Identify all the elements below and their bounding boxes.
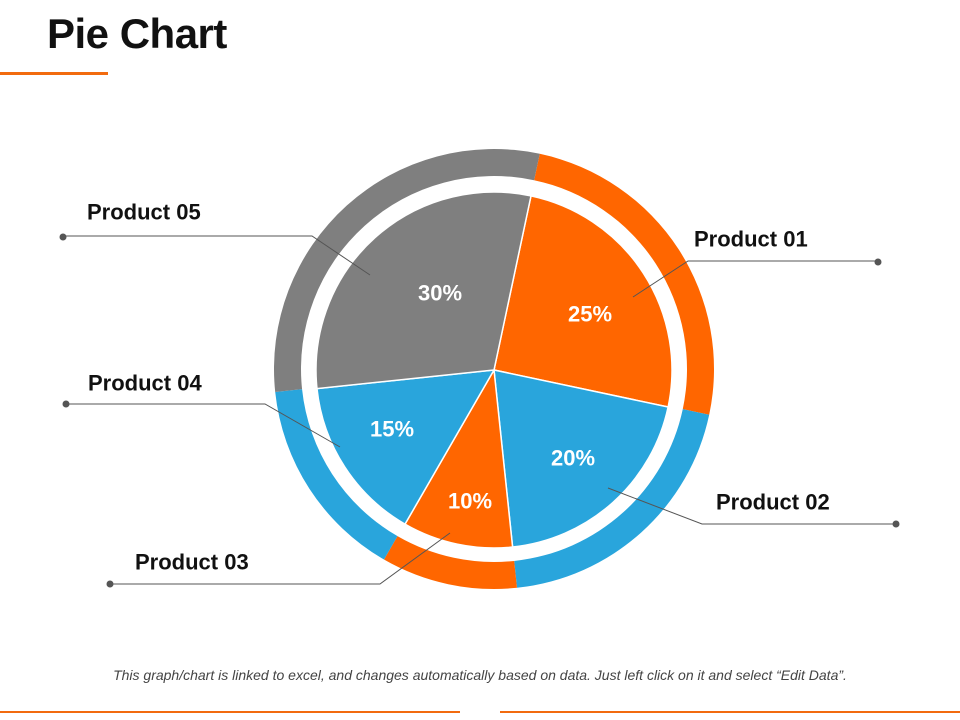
pie-slice-product-01	[493, 194, 673, 408]
callout-dot-product-05	[59, 233, 67, 241]
ring-segment-product-02	[514, 409, 710, 588]
ring-segment-product-04	[275, 389, 398, 560]
pie-slice-product-02	[493, 369, 670, 548]
callout-dot-product-04	[62, 400, 70, 408]
slice-value-label-product-03: 10%	[448, 489, 492, 514]
title-underline	[0, 72, 108, 75]
callout-line-product-01	[632, 260, 878, 298]
callout-line-product-04	[66, 403, 341, 448]
slice-value-label-product-05: 30%	[418, 281, 462, 306]
ring-segment-product-01	[534, 153, 714, 415]
pie-slice-product-05	[315, 191, 532, 390]
slice-value-label-product-04: 15%	[370, 417, 414, 442]
chart-footnote: This graph/chart is linked to excel, and…	[113, 667, 847, 683]
category-label-product-01: Product 01	[694, 227, 808, 252]
category-label-product-02: Product 02	[716, 490, 830, 515]
category-label-product-05: Product 05	[87, 200, 201, 225]
callout-dot-product-01	[874, 258, 882, 266]
callout-dot-product-02	[892, 520, 900, 528]
slice-value-label-product-02: 20%	[551, 446, 595, 471]
ring-segment-product-03	[384, 536, 517, 589]
ring-segment-product-05	[273, 148, 540, 392]
slice-value-label-product-01: 25%	[568, 302, 612, 327]
category-label-product-04: Product 04	[88, 371, 202, 396]
callout-line-product-03	[110, 532, 451, 585]
category-label-product-03: Product 03	[135, 550, 249, 575]
pie-slice-product-03	[403, 367, 514, 549]
bottom-divider-right	[500, 711, 960, 713]
callout-line-product-05	[63, 235, 371, 276]
callout-line-product-02	[607, 487, 896, 525]
page-title: Pie Chart	[47, 10, 227, 57]
bottom-divider-left	[0, 711, 460, 713]
callout-dot-product-03	[106, 580, 114, 588]
pie-slice-product-04	[316, 369, 496, 526]
